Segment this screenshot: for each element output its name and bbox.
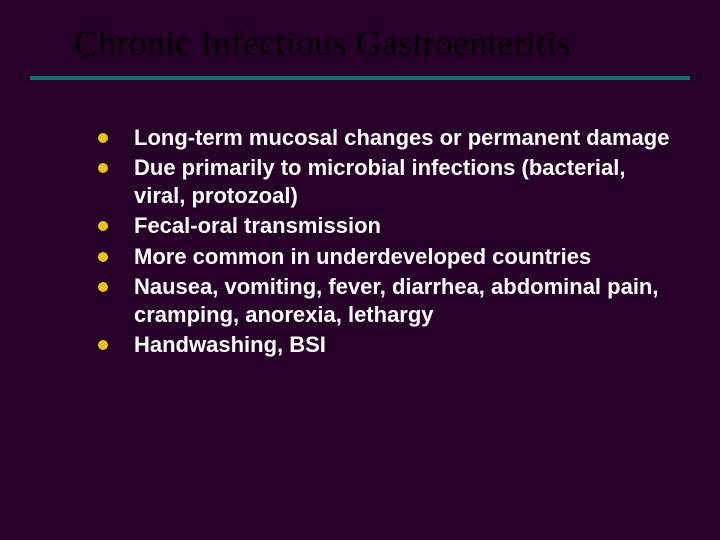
list-item: Long-term mucosal changes or permanent d… bbox=[98, 124, 680, 152]
list-item: More common in underdeveloped countries bbox=[98, 243, 680, 271]
list-item: Nausea, vomiting, fever, diarrhea, abdom… bbox=[98, 273, 680, 329]
list-item: Handwashing, BSI bbox=[98, 331, 680, 359]
slide-title: Chronic Infectious Gastroenteritis bbox=[74, 22, 680, 64]
list-item: Due primarily to microbial infections (b… bbox=[98, 154, 680, 210]
list-item: Fecal-oral transmission bbox=[98, 212, 680, 240]
content-region: Long-term mucosal changes or permanent d… bbox=[0, 80, 720, 359]
bullet-list: Long-term mucosal changes or permanent d… bbox=[98, 124, 680, 359]
title-region: Chronic Infectious Gastroenteritis bbox=[0, 0, 720, 64]
slide: Chronic Infectious Gastroenteritis Long-… bbox=[0, 0, 720, 540]
